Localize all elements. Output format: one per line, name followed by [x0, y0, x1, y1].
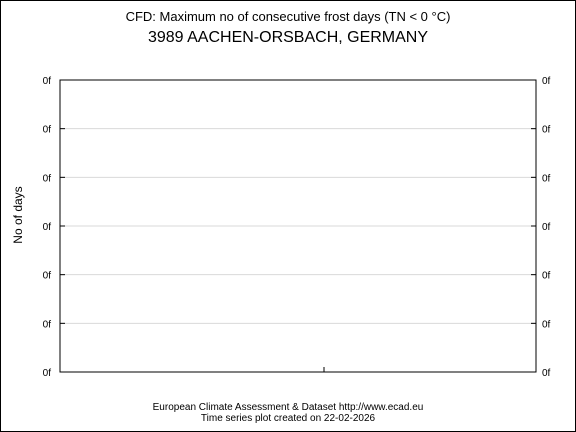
y-tick-label-right: 0f: [542, 368, 551, 379]
chart-title: CFD: Maximum no of consecutive frost day…: [126, 9, 451, 24]
footer-source: European Climate Assessment & Dataset ht…: [153, 402, 424, 413]
chart-subtitle: 3989 AACHEN-ORSBACH, GERMANY: [148, 29, 428, 46]
y-tick-label-right: 0f: [542, 173, 551, 184]
y-tick-label-left: 0f: [43, 173, 52, 184]
y-tick-label-right: 0f: [542, 319, 551, 330]
y-tick-label-right: 0f: [542, 222, 551, 233]
y-axis-ticks: 0f 0f 0f 0f 0f 0f 0f 0f 0f 0f 0f 0f 0f 0f: [43, 76, 551, 379]
y-tick-label-left: 0f: [43, 125, 52, 136]
y-tick-label-right: 0f: [542, 76, 551, 87]
y-tick-label-left: 0f: [43, 271, 52, 282]
y-axis-label: No of days: [11, 186, 25, 243]
y-tick-label-right: 0f: [542, 125, 551, 136]
y-tick-label-left: 0f: [43, 222, 52, 233]
y-tick-label-left: 0f: [43, 76, 52, 87]
y-tick-label-right: 0f: [542, 271, 551, 282]
footer-created: Time series plot created on 22-02-2026: [201, 413, 376, 424]
grid-lines: [60, 128, 536, 324]
y-tick-label-left: 0f: [43, 368, 52, 379]
y-tick-label-left: 0f: [43, 319, 52, 330]
